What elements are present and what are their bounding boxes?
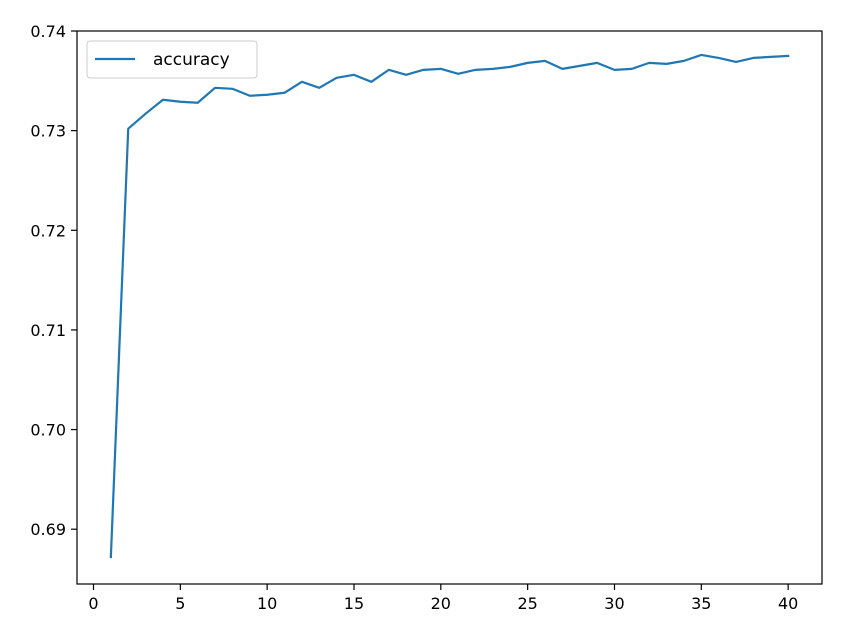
series-line-accuracy xyxy=(109,53,790,559)
legend-box xyxy=(86,40,258,79)
x-tick-label: 20 xyxy=(431,594,451,613)
y-tick-label: 0.72 xyxy=(30,221,66,240)
x-tick-label: 5 xyxy=(175,594,185,613)
x-tick-label: 0 xyxy=(88,594,98,613)
y-tick-label: 0.70 xyxy=(30,421,66,440)
y-tick-label: 0.69 xyxy=(30,520,66,539)
y-tick-label: 0.73 xyxy=(30,122,66,141)
x-tick-label: 15 xyxy=(344,594,364,613)
series-layer xyxy=(109,53,790,559)
x-tick-label: 40 xyxy=(778,594,798,613)
y-tick-label: 0.71 xyxy=(30,321,66,340)
y-axis-ticks: 0.69 0.70 0.71 0.72 0.73 0.74 xyxy=(30,22,77,539)
x-tick-label: 30 xyxy=(604,594,624,613)
x-axis-ticks: 0 5 10 15 20 25 30 35 40 xyxy=(88,584,798,613)
legend-label-accuracy: accuracy xyxy=(153,50,230,70)
x-tick-label: 25 xyxy=(517,594,537,613)
legend: accuracy xyxy=(86,40,258,79)
plot-frame xyxy=(76,30,823,585)
x-tick-label: 10 xyxy=(257,594,277,613)
x-tick-label: 35 xyxy=(691,594,711,613)
y-tick-label: 0.74 xyxy=(30,22,66,41)
